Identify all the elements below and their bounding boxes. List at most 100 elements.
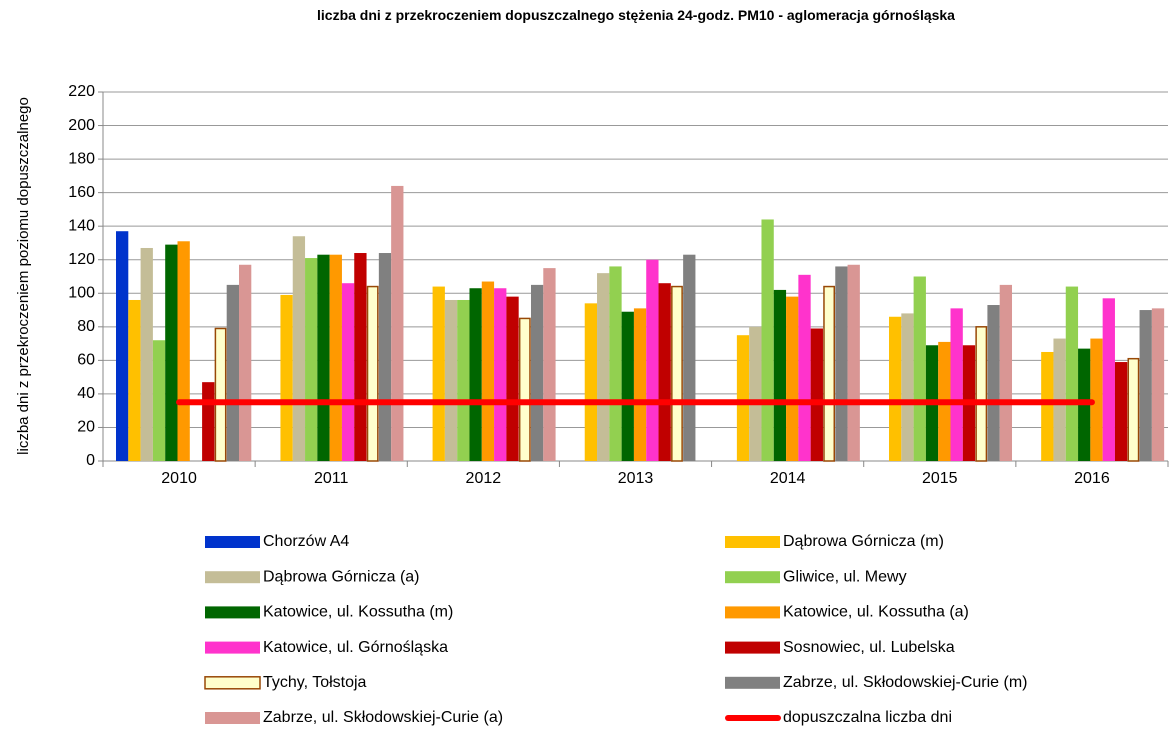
bar: [987, 305, 1000, 461]
bar: [239, 264, 252, 461]
bar: [226, 284, 239, 461]
legend-label: Tychy, Tołstoja: [263, 674, 367, 691]
legend-swatch: [205, 641, 260, 654]
y-tick-label: 60: [77, 352, 95, 369]
bar: [901, 313, 914, 461]
bar: [749, 326, 762, 461]
y-tick-label: 140: [68, 217, 95, 234]
bar: [913, 276, 926, 461]
y-tick-label: 80: [77, 318, 95, 335]
x-tick-label: 2012: [466, 470, 502, 487]
legend-swatch: [205, 536, 260, 548]
legend-label: Katowice, ul. Kossutha (m): [263, 604, 453, 621]
bar: [999, 284, 1013, 461]
bar: [761, 219, 774, 461]
bar: [597, 273, 610, 461]
bar: [366, 285, 379, 462]
bar: [823, 285, 836, 462]
y-tick-label: 200: [68, 117, 95, 134]
bar: [671, 285, 683, 462]
bar: [280, 294, 293, 461]
y-axis-label: liczba dni z przekroczeniem poziomu dopu…: [15, 97, 32, 455]
y-tick-label: 40: [77, 385, 95, 402]
legend-swatch: [725, 676, 780, 689]
bar: [329, 254, 342, 461]
legend-label: Zabrze, ul. Skłodowskiej-Curie (m): [783, 674, 1028, 691]
bar: [165, 244, 178, 461]
bar: [584, 303, 598, 461]
legend-label: Dąbrowa Górnicza (m): [783, 533, 944, 550]
bar: [378, 253, 392, 461]
bar: [457, 299, 470, 461]
y-tick-label: 220: [68, 83, 95, 100]
bar: [481, 281, 495, 461]
legend-label: Gliwice, ul. Mewy: [783, 568, 907, 585]
bar: [633, 308, 647, 461]
legend-label: dopuszczalna liczba dni: [783, 709, 952, 726]
x-tick-label: 2015: [922, 470, 958, 487]
bar: [646, 259, 659, 461]
x-tick-label: 2010: [161, 470, 197, 487]
bar: [835, 266, 848, 461]
legend-label: Katowice, ul. Kossutha (a): [783, 604, 969, 621]
bar: [658, 283, 671, 461]
legend-swatch: [205, 712, 260, 724]
bar: [621, 311, 634, 461]
legend-label: Sosnowiec, ul. Lubelska: [783, 639, 955, 656]
bar: [317, 254, 330, 461]
bar: [773, 289, 787, 461]
bar: [1041, 351, 1054, 461]
bar: [469, 288, 482, 461]
bar: [975, 326, 988, 462]
y-tick-label: 180: [68, 150, 95, 167]
y-tick-label: 160: [68, 184, 95, 201]
legend-swatch: [205, 571, 260, 584]
legend-swatch: [725, 606, 780, 619]
bar: [1065, 286, 1079, 461]
bar: [354, 253, 367, 461]
y-tick-label: 100: [68, 284, 95, 301]
legend-label: Dąbrowa Górnicza (a): [263, 568, 420, 585]
legend-label: Chorzów A4: [263, 533, 349, 550]
legend-swatch: [205, 606, 260, 619]
bar: [391, 185, 404, 461]
chart-title: liczba dni z przekroczeniem dopuszczalne…: [317, 7, 955, 23]
bar: [1114, 362, 1128, 461]
bar: [736, 335, 750, 461]
bar: [177, 241, 190, 461]
bar: [128, 299, 141, 461]
legend-label: Katowice, ul. Górnośląska: [263, 639, 448, 656]
bar: [1127, 357, 1140, 462]
x-tick-label: 2011: [314, 470, 349, 487]
bar: [950, 308, 963, 461]
bar: [810, 328, 823, 461]
legend-swatch: [204, 676, 261, 690]
bar: [847, 264, 860, 461]
bar: [1151, 308, 1165, 461]
bar: [889, 316, 902, 461]
x-tick-label: 2013: [618, 470, 654, 487]
bar: [305, 258, 318, 461]
x-tick-label: 2016: [1074, 470, 1110, 487]
bar: [116, 231, 129, 461]
bar: [506, 296, 519, 461]
bar: [494, 288, 507, 461]
legend-label: Zabrze, ul. Skłodowskiej-Curie (a): [263, 709, 503, 726]
y-tick-label: 0: [86, 452, 95, 469]
legend-swatch: [725, 641, 780, 654]
bar: [140, 247, 153, 461]
bar: [292, 236, 306, 461]
bar: [530, 284, 544, 461]
bar: [786, 296, 799, 461]
legend-swatch: [725, 536, 780, 548]
bar: [1090, 338, 1103, 461]
legend-swatch: [725, 571, 780, 584]
bar: [202, 382, 215, 461]
bar: [518, 317, 531, 462]
bar: [1102, 298, 1115, 461]
bar: [798, 274, 811, 461]
bar: [609, 266, 622, 461]
x-tick-label: 2014: [770, 470, 806, 487]
